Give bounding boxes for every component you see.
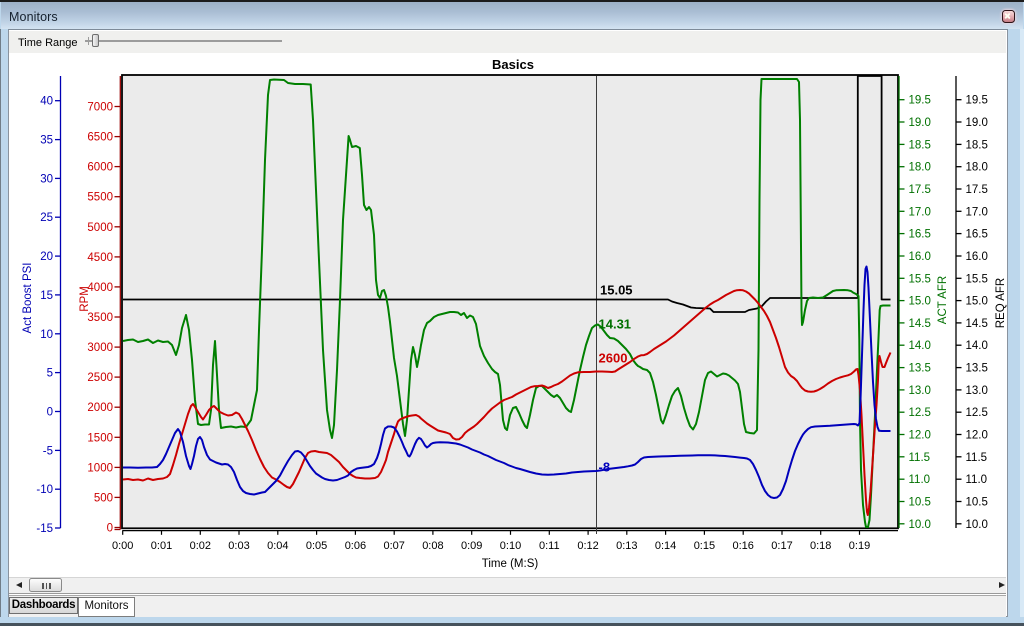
svg-text:18.0: 18.0 bbox=[909, 162, 931, 174]
svg-text:15.0: 15.0 bbox=[966, 296, 988, 308]
svg-text:2500: 2500 bbox=[87, 372, 113, 384]
svg-text:14.31: 14.31 bbox=[599, 317, 632, 332]
svg-text:18.5: 18.5 bbox=[966, 139, 988, 151]
svg-text:13.5: 13.5 bbox=[966, 363, 988, 375]
svg-text:19.5: 19.5 bbox=[909, 95, 931, 107]
svg-text:10: 10 bbox=[40, 329, 53, 341]
svg-text:0: 0 bbox=[107, 523, 113, 535]
svg-text:13.0: 13.0 bbox=[909, 385, 931, 397]
svg-text:5: 5 bbox=[47, 368, 53, 380]
svg-text:10.5: 10.5 bbox=[966, 497, 988, 509]
svg-text:5500: 5500 bbox=[87, 192, 113, 204]
svg-text:14.5: 14.5 bbox=[909, 318, 931, 330]
svg-text:13.0: 13.0 bbox=[966, 385, 988, 397]
svg-text:16.0: 16.0 bbox=[909, 251, 931, 263]
svg-text:0:09: 0:09 bbox=[461, 540, 482, 552]
svg-text:0:02: 0:02 bbox=[190, 540, 211, 552]
svg-text:30: 30 bbox=[40, 173, 53, 185]
svg-text:14.0: 14.0 bbox=[966, 340, 988, 352]
svg-text:2600: 2600 bbox=[599, 351, 628, 366]
svg-text:15.05: 15.05 bbox=[600, 283, 633, 298]
svg-text:0:00: 0:00 bbox=[112, 540, 133, 552]
svg-text:Act Boost PSI: Act Boost PSI bbox=[22, 263, 34, 334]
svg-text:0:19: 0:19 bbox=[849, 540, 870, 552]
svg-text:16.5: 16.5 bbox=[909, 229, 931, 241]
svg-text:0:16: 0:16 bbox=[732, 540, 753, 552]
svg-text:11.0: 11.0 bbox=[909, 474, 931, 486]
svg-text:0:03: 0:03 bbox=[228, 540, 249, 552]
svg-text:10.5: 10.5 bbox=[909, 497, 931, 509]
svg-text:17.5: 17.5 bbox=[966, 184, 988, 196]
svg-text:12.0: 12.0 bbox=[909, 430, 931, 442]
svg-text:0:06: 0:06 bbox=[345, 540, 366, 552]
svg-text:0:05: 0:05 bbox=[306, 540, 327, 552]
svg-text:0:15: 0:15 bbox=[694, 540, 715, 552]
svg-text:15: 15 bbox=[40, 290, 53, 302]
svg-text:-5: -5 bbox=[43, 445, 53, 457]
svg-text:10.0: 10.0 bbox=[909, 519, 931, 531]
svg-text:0:18: 0:18 bbox=[810, 540, 831, 552]
svg-text:14.0: 14.0 bbox=[909, 340, 931, 352]
svg-text:3500: 3500 bbox=[87, 312, 113, 324]
svg-text:18.0: 18.0 bbox=[966, 162, 988, 174]
svg-text:12.5: 12.5 bbox=[966, 407, 988, 419]
svg-text:0:07: 0:07 bbox=[383, 540, 404, 552]
svg-text:3000: 3000 bbox=[87, 342, 113, 354]
svg-text:0:11: 0:11 bbox=[539, 540, 560, 552]
svg-text:13.5: 13.5 bbox=[909, 363, 931, 375]
svg-text:15.5: 15.5 bbox=[966, 273, 988, 285]
svg-text:RPM: RPM bbox=[79, 286, 91, 312]
svg-text:Time (M:S): Time (M:S) bbox=[482, 558, 539, 570]
svg-text:14.5: 14.5 bbox=[966, 318, 988, 330]
svg-text:0: 0 bbox=[47, 407, 53, 419]
svg-text:19.0: 19.0 bbox=[966, 117, 988, 129]
svg-text:0:13: 0:13 bbox=[616, 540, 637, 552]
svg-text:12.5: 12.5 bbox=[909, 407, 931, 419]
svg-text:11.5: 11.5 bbox=[966, 452, 988, 464]
svg-text:16.0: 16.0 bbox=[966, 251, 988, 263]
svg-text:17.0: 17.0 bbox=[966, 206, 988, 218]
svg-text:2000: 2000 bbox=[87, 402, 113, 414]
svg-text:-10: -10 bbox=[36, 484, 53, 496]
svg-text:4500: 4500 bbox=[87, 252, 113, 264]
svg-text:11.0: 11.0 bbox=[966, 474, 988, 486]
svg-text:-8: -8 bbox=[599, 460, 611, 475]
svg-text:1500: 1500 bbox=[87, 432, 113, 444]
svg-text:6500: 6500 bbox=[87, 132, 113, 144]
svg-text:Basics: Basics bbox=[492, 57, 534, 72]
svg-text:0:01: 0:01 bbox=[151, 540, 172, 552]
svg-text:4000: 4000 bbox=[87, 282, 113, 294]
svg-text:REQ AFR: REQ AFR bbox=[995, 278, 1007, 328]
svg-text:40: 40 bbox=[40, 96, 53, 108]
svg-text:35: 35 bbox=[40, 135, 53, 147]
svg-text:18.5: 18.5 bbox=[909, 139, 931, 151]
svg-text:10.0: 10.0 bbox=[966, 519, 988, 531]
svg-text:500: 500 bbox=[94, 492, 113, 504]
svg-text:0:04: 0:04 bbox=[267, 540, 288, 552]
svg-text:0:08: 0:08 bbox=[422, 540, 443, 552]
svg-text:12.0: 12.0 bbox=[966, 430, 988, 442]
svg-text:1000: 1000 bbox=[87, 462, 113, 474]
svg-text:0:12: 0:12 bbox=[577, 540, 598, 552]
svg-text:6000: 6000 bbox=[87, 162, 113, 174]
svg-text:15.5: 15.5 bbox=[909, 273, 931, 285]
svg-text:17.0: 17.0 bbox=[909, 206, 931, 218]
svg-text:-15: -15 bbox=[36, 523, 53, 535]
svg-text:25: 25 bbox=[40, 212, 53, 224]
svg-text:20: 20 bbox=[40, 251, 53, 263]
svg-text:0:14: 0:14 bbox=[655, 540, 676, 552]
svg-text:11.5: 11.5 bbox=[909, 452, 931, 464]
svg-text:17.5: 17.5 bbox=[909, 184, 931, 196]
svg-text:15.0: 15.0 bbox=[909, 296, 931, 308]
svg-text:19.0: 19.0 bbox=[909, 117, 931, 129]
svg-text:19.5: 19.5 bbox=[966, 95, 988, 107]
svg-text:7000: 7000 bbox=[87, 102, 113, 114]
svg-text:16.5: 16.5 bbox=[966, 229, 988, 241]
svg-text:ACT AFR: ACT AFR bbox=[937, 276, 949, 324]
svg-text:0:10: 0:10 bbox=[500, 540, 521, 552]
svg-text:0:17: 0:17 bbox=[771, 540, 792, 552]
svg-text:5000: 5000 bbox=[87, 222, 113, 234]
